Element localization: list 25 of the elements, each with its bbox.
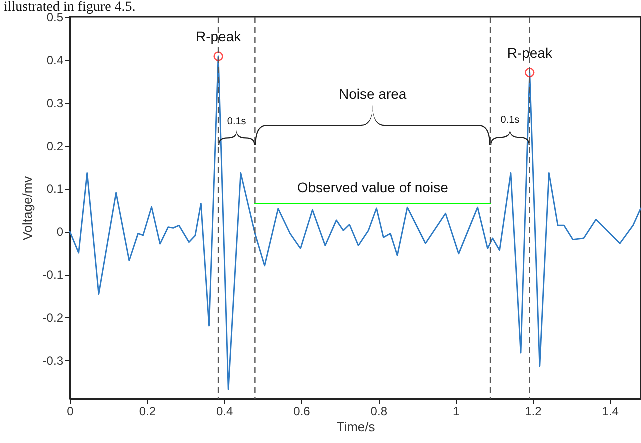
annotation: R-peak (196, 28, 242, 44)
annotation: Noise area (339, 86, 407, 102)
annotation: 0.1s (500, 115, 520, 126)
x-tick-label: 1.4 (602, 404, 620, 418)
x-tick-label: 0.2 (139, 404, 156, 418)
y-axis-title: Voltage/mv (20, 176, 35, 241)
y-tick-label: 0 (56, 225, 64, 240)
x-tick-label: 1 (452, 404, 460, 418)
annotation: 0.1s (227, 116, 246, 128)
y-tick-label: 0.4 (46, 53, 64, 68)
x-tick-label: 0.6 (294, 404, 311, 418)
y-tick-label: -0.2 (42, 310, 64, 325)
y-tick-label: 0.1 (46, 182, 64, 196)
x-tick-label: 0 (67, 404, 74, 418)
x-tick-label: 1.2 (525, 404, 542, 418)
y-tick-label: -0.1 (42, 268, 64, 282)
y-tick-label: 0.2 (46, 139, 64, 154)
y-tick-label: -0.3 (42, 354, 64, 368)
annotation: R-peak (507, 44, 554, 61)
y-tick-label: 0.3 (46, 96, 64, 110)
x-tick-label: 0.4 (216, 404, 234, 418)
y-tick-label: 0.5 (46, 10, 64, 24)
series-label: Observed value of noise (297, 180, 449, 196)
x-axis-title: Time/s (336, 420, 376, 434)
x-tick-label: 0.8 (370, 404, 388, 418)
